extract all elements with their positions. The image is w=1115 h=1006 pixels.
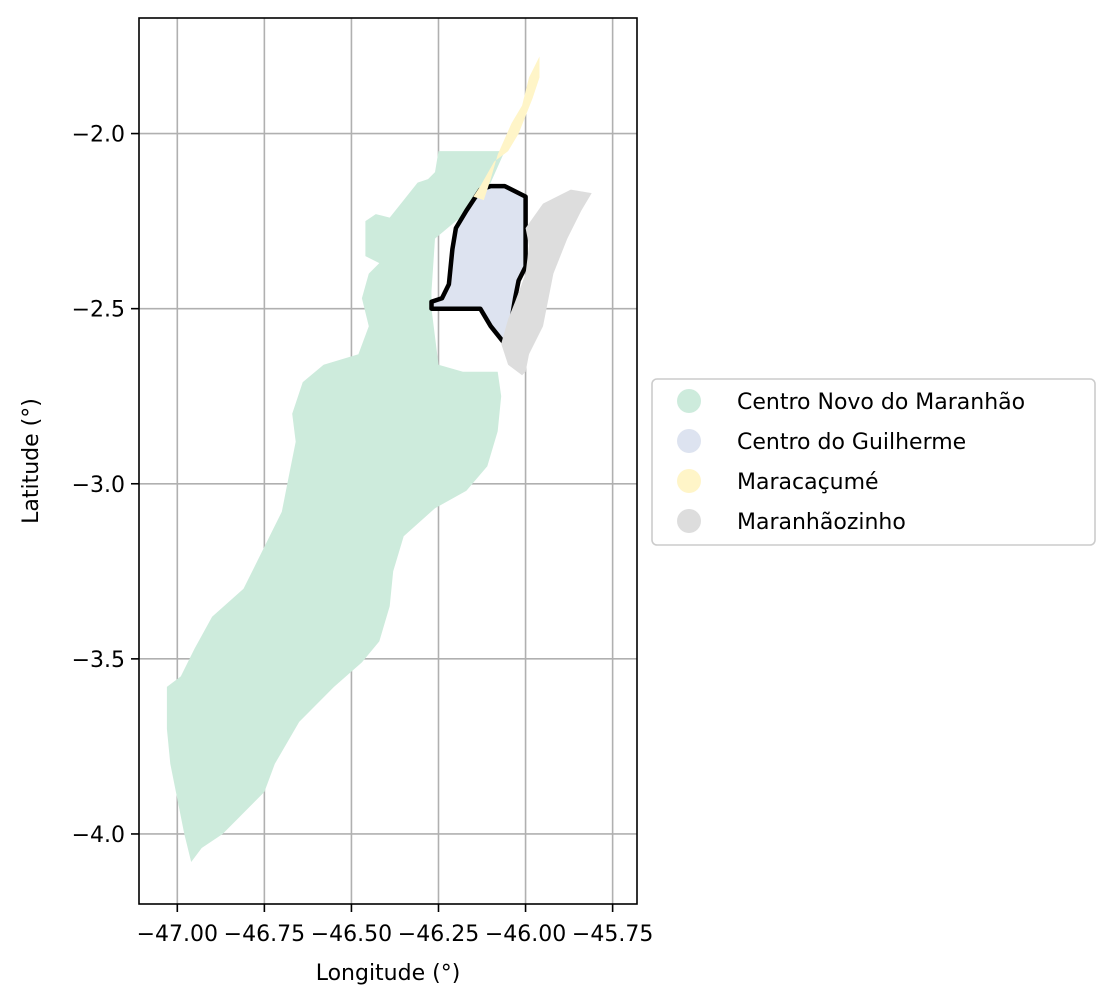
region-maracacume xyxy=(473,56,540,201)
legend-label: Maranhãozinho xyxy=(737,510,906,535)
region-polygons xyxy=(166,56,592,863)
y-tick-label: −2.5 xyxy=(72,298,125,323)
y-tick-label: −4.0 xyxy=(72,823,125,848)
legend-marker xyxy=(677,429,701,453)
x-tick-label: −47.00 xyxy=(137,922,218,947)
legend-entries: Centro Novo do Maranhão Centro do Guilher… xyxy=(677,389,1025,535)
legend-box xyxy=(651,378,1096,546)
axes-frame xyxy=(138,17,638,905)
legend-marker xyxy=(677,389,701,413)
x-axis-label: Longitude (°) xyxy=(316,961,461,986)
x-tick-label: −46.50 xyxy=(311,922,392,947)
region-centro-do-guilherme xyxy=(429,183,528,346)
legend-marker xyxy=(677,509,701,533)
legend-label: Centro Novo do Maranhão xyxy=(737,390,1025,415)
legend: Centro Novo do Maranhão Centro do Guilher… xyxy=(651,378,1096,546)
y-tick-label: −3.0 xyxy=(72,473,125,498)
legend-label: Centro do Guilherme xyxy=(737,430,966,455)
ticks: −47.00 −46.75 −46.50 −46.25 −46.00 −45.75 −2.0… xyxy=(72,123,654,947)
x-tick-label: −46.75 xyxy=(224,922,305,947)
region-maranhaozinho xyxy=(501,189,592,376)
y-tick-label: −3.5 xyxy=(72,648,125,673)
x-tick-label: −45.75 xyxy=(572,922,653,947)
x-tick-label: −46.25 xyxy=(398,922,479,947)
y-axis-label: Latitude (°) xyxy=(19,398,44,524)
legend-marker xyxy=(677,469,701,493)
legend-label: Maracaçumé xyxy=(737,470,879,495)
y-tick-label: −2.0 xyxy=(72,123,125,148)
region-centro-novo-do-maranhao xyxy=(166,151,505,863)
x-tick-label: −46.00 xyxy=(485,922,566,947)
